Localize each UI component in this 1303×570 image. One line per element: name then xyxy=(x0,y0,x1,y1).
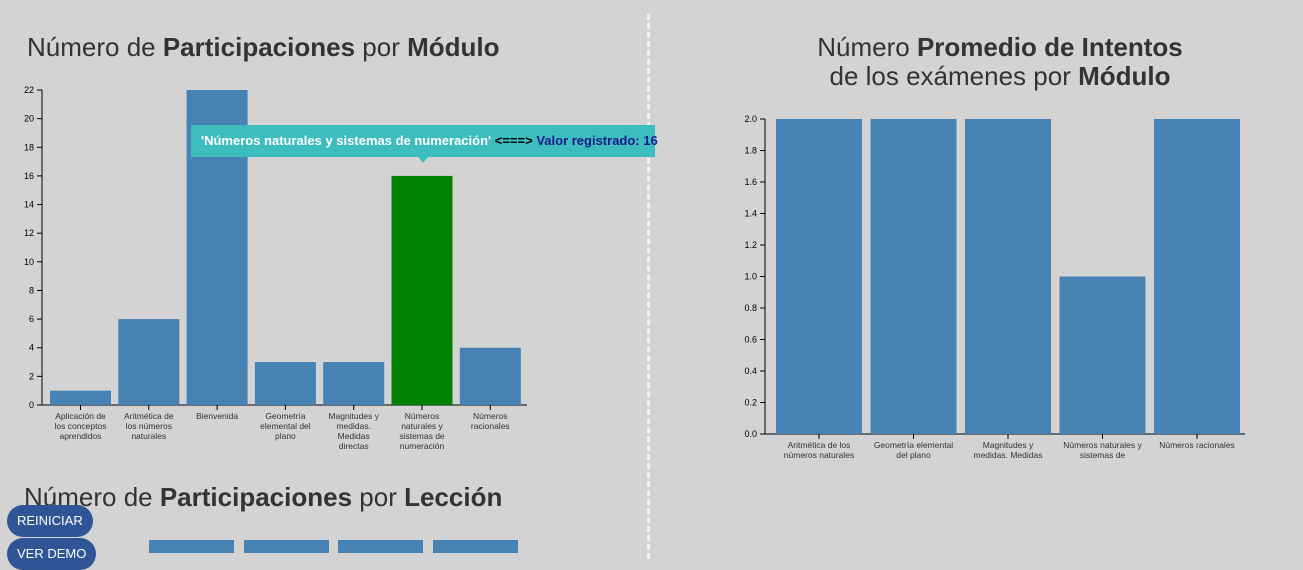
tooltip-category: 'Números naturales y sistemas de numerac… xyxy=(201,133,492,148)
leccion-bar[interactable] xyxy=(244,540,329,553)
leccion-bar[interactable] xyxy=(433,540,518,553)
x-tick-label: Aplicación de los conceptos aprendidos xyxy=(55,411,107,441)
leccion-bar[interactable] xyxy=(338,540,423,553)
x-tick-label: Números naturales y sistemas de numeración xyxy=(399,411,445,451)
bar[interactable] xyxy=(254,362,316,405)
y-tick-label: 1.8 xyxy=(744,146,757,156)
y-tick-label: 2 xyxy=(29,371,34,381)
tooltip-separator: <===> xyxy=(491,133,537,148)
x-tick-label: Magnitudes y medidas. Medidas xyxy=(974,440,1043,460)
y-tick-label: 0.4 xyxy=(744,366,757,376)
y-tick-label: 10 xyxy=(24,257,34,267)
chart-title-promedio-intentos: Número Promedio de Intentos de los exámen… xyxy=(817,32,1183,91)
view-demo-button[interactable]: VER DEMO xyxy=(7,538,97,570)
leccion-bar[interactable] xyxy=(149,540,234,553)
bar[interactable] xyxy=(391,175,453,405)
chart-title-participaciones-leccion: Número de Participaciones por Lección xyxy=(24,482,503,512)
y-tick-label: 12 xyxy=(24,228,34,238)
tooltip-value: Valor registrado: 16 xyxy=(536,133,658,148)
y-tick-label: 4 xyxy=(29,343,34,353)
y-tick-label: 22 xyxy=(24,85,34,95)
chart-participaciones-leccion-bars xyxy=(149,540,518,553)
chart-title-participaciones-modulo: Número de Participaciones por Módulo xyxy=(27,32,500,62)
y-tick-label: 2.0 xyxy=(744,114,757,124)
bar[interactable] xyxy=(776,119,862,434)
y-tick-label: 1.6 xyxy=(744,177,757,187)
bar[interactable] xyxy=(1154,119,1240,434)
x-tick-label: Geometría elemental del plano xyxy=(260,411,311,441)
bar[interactable] xyxy=(870,119,957,434)
chart-promedio-intentos: 0.0 0.2 0.4 0.6 0.8 1.0 1.2 1.4 1.6 1.8 2.0 Aritmét… xyxy=(744,114,1245,460)
y-tick-label: 8 xyxy=(29,285,34,295)
x-tick-label: Magnitudes y medidas. Medidas directas xyxy=(328,411,379,451)
bar[interactable] xyxy=(1059,276,1146,435)
x-tick-label: Números naturales y sistemas de xyxy=(1063,440,1142,460)
tooltip-arrow xyxy=(418,157,428,163)
bar[interactable] xyxy=(459,347,521,405)
y-tick-label: 1.2 xyxy=(744,240,757,250)
bar[interactable] xyxy=(50,390,111,405)
bar[interactable] xyxy=(323,362,385,405)
y-tick-label: 1.4 xyxy=(744,209,757,219)
y-tick-label: 18 xyxy=(24,142,34,152)
y-tick-label: 0.6 xyxy=(744,335,757,345)
y-tick-label: 20 xyxy=(24,114,34,124)
x-tick-label: Bienvenida xyxy=(196,411,238,421)
bar[interactable] xyxy=(965,119,1051,434)
reset-button[interactable]: REINICIAR xyxy=(7,505,93,537)
y-tick-label: 1.0 xyxy=(744,272,757,282)
x-tick-label: Aritmética de los números naturales xyxy=(124,411,174,441)
y-tick-label: 16 xyxy=(24,171,34,181)
bar[interactable] xyxy=(118,319,180,405)
panel-divider xyxy=(647,14,650,559)
y-tick-label: 0 xyxy=(29,400,34,410)
y-tick-label: 0.2 xyxy=(744,398,757,408)
y-tick-label: 0.8 xyxy=(744,303,757,313)
x-tick-label: Números racionales xyxy=(471,411,510,431)
x-tick-label: Aritmética de los números naturales xyxy=(784,440,854,460)
x-tick-label: Números racionales xyxy=(1159,440,1235,450)
y-tick-label: 14 xyxy=(24,200,34,210)
x-tick-label: Geometría elemental del plano xyxy=(874,440,953,460)
y-tick-label: 6 xyxy=(29,314,34,324)
bar-tooltip: 'Números naturales y sistemas de numerac… xyxy=(191,125,658,163)
chart-participaciones-modulo: 0 2 4 6 8 10 12 14 16 18 20 22 Aplicación de los conc… xyxy=(24,85,527,451)
y-tick-label: 0.0 xyxy=(744,429,757,439)
